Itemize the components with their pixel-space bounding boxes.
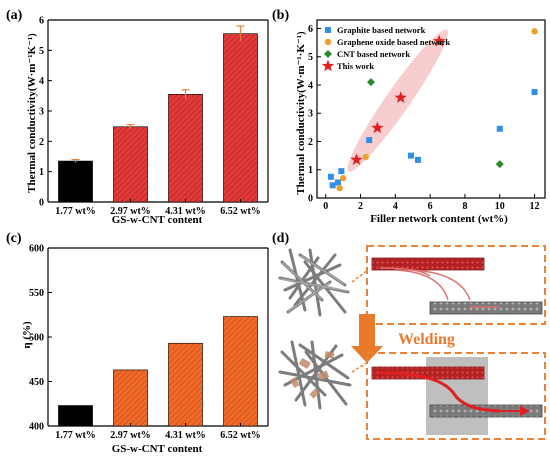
data-point [329,182,336,189]
x-tick-label: 1.77 wt% [55,430,96,441]
chart-b-y-axis-label: Thermal conductivity(W·m⁻¹·K⁻¹) [295,31,307,195]
y-tick-label: 4 [308,80,313,91]
data-point [366,137,373,144]
data-point [496,125,503,132]
x-tick-label: 12 [530,201,540,212]
data-point [327,173,334,180]
data-point [336,184,343,192]
y-tick-label: 0 [39,198,44,209]
data-point [338,168,345,175]
bar [168,342,203,427]
legend-entry: CNT based network [337,49,410,59]
fiber-segment-top [371,257,485,271]
y-tick-label: 5 [39,46,44,57]
x-tick-label: 1.77 wt% [55,206,96,217]
x-tick-label: 10 [495,201,505,212]
data-point [324,50,332,58]
fiber-segment-bottom [429,301,543,315]
y-tick-label: 1 [39,167,44,178]
panel-label-c: (c) [6,231,22,246]
data-point [324,38,332,46]
x-tick-label: 4.31 wt% [165,430,206,441]
y-tick-label: 1 [308,165,313,176]
chart-a-y-axis-label: Thermal conductivity(W·m⁻¹K⁻¹) [26,33,38,193]
legend-entry: Graphene oxide based network [337,37,450,47]
y-tick-label: 600 [29,244,44,255]
x-tick-label: 6.52 wt% [220,206,261,217]
data-point [531,28,538,35]
legend-entry: Graphite based network [337,25,426,35]
y-tick-label: 500 [29,333,44,344]
data-point [495,160,504,169]
chart-a-x-axis-label: GS-w-CNT content [112,214,203,226]
chart-b: Filler network content (wt%) Thermal con… [295,19,546,225]
fiber-cluster-before [278,248,350,317]
data-point [407,152,414,159]
x-tick-label: 6 [428,201,433,212]
bar [113,369,148,427]
y-tick-label: 3 [39,107,44,118]
y-tick-label: 4 [39,76,44,87]
welding-arrow [351,314,383,363]
data-point [325,27,331,33]
y-tick-label: 5 [308,52,313,63]
x-tick-label: 2.97 wt% [110,430,151,441]
y-tick-label: 400 [29,422,44,433]
welding-schematic: Welding [278,245,546,440]
data-point [414,156,421,163]
x-tick-label: 6.52 wt% [220,430,261,441]
x-tick-label: 2 [358,201,363,212]
y-tick-label: 450 [29,377,44,388]
before-welding-box [366,245,546,325]
fiber-cluster-after [278,340,352,410]
panel-label-d: (d) [272,231,289,246]
y-tick-label: 6 [308,24,313,35]
chart-b-x-axis-label: Filler network content (wt%) [370,213,508,225]
data-point [371,121,384,134]
y-tick-label: 6 [39,16,44,27]
y-tick-label: 2 [39,137,44,148]
bar [58,405,93,427]
legend-entry: This work [337,61,374,71]
welding-label: Welding [398,331,455,348]
chart-a: GS-w-CNT content Thermal conductivity(W·… [26,16,269,226]
data-point [366,78,375,87]
bar [223,33,258,203]
x-tick-label: 4.31 wt% [165,206,206,217]
chart-c-y-axis-label: η (%) [21,321,33,349]
y-tick-label: 2 [308,137,313,148]
heat-flow-path [377,371,501,413]
data-point [334,179,341,186]
panel-label-b: (b) [272,8,289,23]
data-point [350,153,363,166]
y-tick-label: 550 [29,288,44,299]
x-tick-label: 2.97 wt% [110,206,151,217]
bar [58,160,93,203]
x-tick-label: 8 [462,201,467,212]
y-tick-label: 3 [308,109,313,120]
after-welding-box [366,352,546,440]
x-tick-label: 4 [393,201,398,212]
x-tick-label: 0 [323,201,328,212]
y-tick-label: 0 [308,194,313,205]
chart-c: GS-w-CNT content η (%) 400 450 500 550 600 1.… [21,244,269,455]
plot-frame [316,19,546,199]
chart-c-x-axis-label: GS-w-CNT content [112,443,203,455]
bar [223,316,258,427]
bar [168,94,203,203]
bar [113,126,148,203]
data-point [531,89,538,96]
data-point [321,59,335,72]
panel-label-a: (a) [6,8,23,23]
data-point [339,175,347,182]
data-point [394,91,407,103]
data-point [433,34,446,47]
data-point [362,153,369,161]
